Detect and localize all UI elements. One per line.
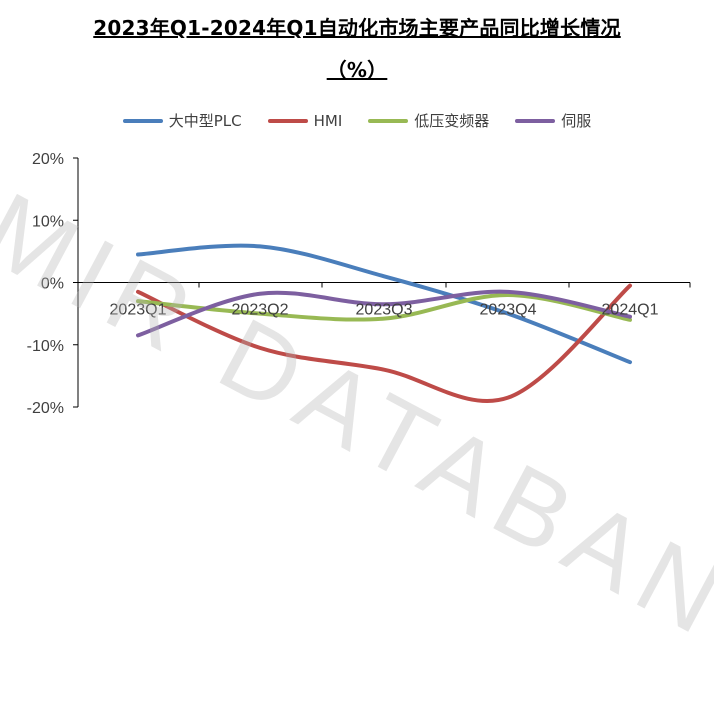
x-tick-label: 2024Q1 [602,302,659,319]
x-tick-label: 2023Q1 [110,302,167,319]
legend-swatch-servo [515,118,556,123]
legend-swatch-inverter [368,118,409,123]
y-tick-label: 20% [32,151,64,168]
legend-item-hmi: HMI [267,110,343,131]
line-chart: 20% 10% 0% -10% -20% 2023Q1 2023Q2 2023Q3 2023Q4… [27,151,691,417]
x-tick-label: 2023Q4 [480,302,537,319]
legend-item-plc: 大中型PLC [122,110,242,131]
chart-title-unit: （%） [326,58,388,82]
series-line-inverter [136,292,632,322]
y-tick-label: -20% [27,400,64,417]
x-tick-label: 2023Q3 [356,302,413,319]
legend-swatch-hmi [267,118,308,123]
y-tick-label: 0% [41,276,64,293]
series-line-plc [136,243,632,365]
legend-label-inverter: 低压变频器 [414,112,490,130]
y-tick-label: 10% [32,213,64,230]
legend-label-plc: 大中型PLC [168,112,242,130]
chart-title: 2023年Q1-2024年Q1自动化市场主要产品同比增长情况 [93,16,621,40]
legend-swatch-plc [122,118,163,123]
legend-label-hmi: HMI [313,111,343,130]
y-tick-label: -10% [27,338,64,355]
legend: 大中型PLC HMI 低压变频器 伺服 [0,110,714,131]
series-line-hmi [136,283,632,404]
series-line-servo [136,289,632,338]
legend-item-inverter: 低压变频器 [368,110,489,131]
x-tick-label: 2023Q2 [232,302,289,319]
legend-label-servo: 伺服 [561,112,592,130]
legend-item-servo: 伺服 [515,110,591,131]
